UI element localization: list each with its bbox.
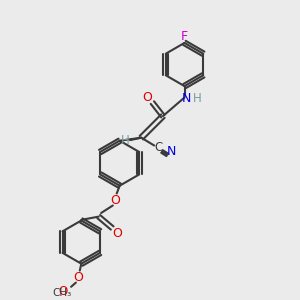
Text: O: O bbox=[110, 194, 120, 207]
Text: O: O bbox=[74, 271, 83, 284]
Text: O: O bbox=[113, 227, 122, 240]
Text: O: O bbox=[142, 91, 152, 104]
Text: O: O bbox=[59, 285, 68, 298]
Text: CH₃: CH₃ bbox=[52, 288, 71, 298]
Text: F: F bbox=[181, 30, 188, 43]
Text: N: N bbox=[181, 92, 191, 106]
Text: H: H bbox=[193, 92, 202, 106]
Text: C: C bbox=[154, 141, 163, 154]
Text: N: N bbox=[167, 145, 176, 158]
Text: H: H bbox=[120, 134, 129, 147]
